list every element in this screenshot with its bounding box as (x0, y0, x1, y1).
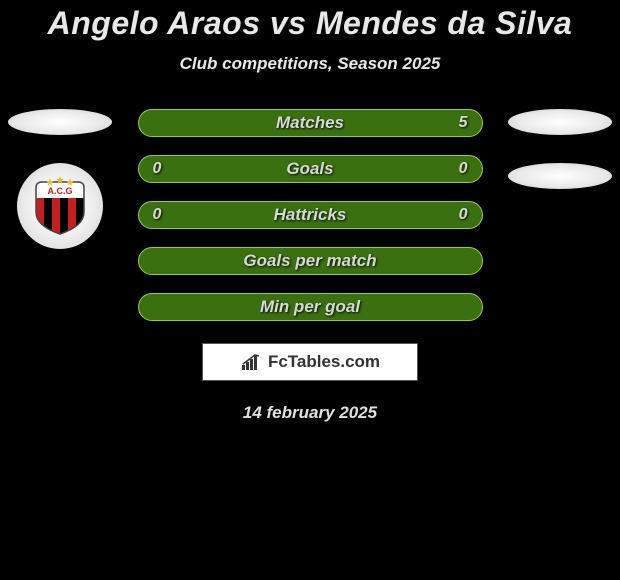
logo-text: FcTables.com (268, 352, 380, 372)
player1-club-badge: A.C.G (17, 163, 103, 249)
chart-icon (240, 353, 262, 371)
stat-right-value: 0 (428, 206, 468, 224)
date-text: 14 february 2025 (0, 403, 620, 423)
left-badges: A.C.G (8, 109, 112, 249)
stat-rows: Matches 5 0 Goals 0 0 Hattricks 0 Goals … (138, 109, 483, 321)
club-crest-icon: A.C.G (28, 174, 92, 238)
stat-label: Hattricks (274, 205, 347, 225)
stat-row-matches: Matches 5 (138, 109, 483, 137)
stat-left-value: 0 (153, 206, 193, 224)
stat-row-goals: 0 Goals 0 (138, 155, 483, 183)
stat-label: Matches (276, 113, 344, 133)
stat-right-value: 5 (428, 114, 468, 132)
stat-row-goals-per-match: Goals per match (138, 247, 483, 275)
page-title: Angelo Araos vs Mendes da Silva (0, 5, 620, 42)
stat-right-value: 0 (428, 160, 468, 178)
subtitle: Club competitions, Season 2025 (0, 54, 620, 74)
player2-badge-ellipse-2 (508, 163, 612, 189)
stat-label: Goals (286, 159, 333, 179)
fctables-logo-box: FcTables.com (202, 343, 418, 381)
content-area: A.C.G Matches 5 0 (0, 109, 620, 423)
player1-badge-ellipse (8, 109, 112, 135)
stat-row-hattricks: 0 Hattricks 0 (138, 201, 483, 229)
stat-label: Min per goal (260, 297, 360, 317)
stat-row-min-per-goal: Min per goal (138, 293, 483, 321)
right-badges (508, 109, 612, 189)
stat-left-value: 0 (153, 160, 193, 178)
stat-label: Goals per match (243, 251, 376, 271)
player2-badge-ellipse-1 (508, 109, 612, 135)
svg-text:A.C.G: A.C.G (47, 186, 72, 196)
